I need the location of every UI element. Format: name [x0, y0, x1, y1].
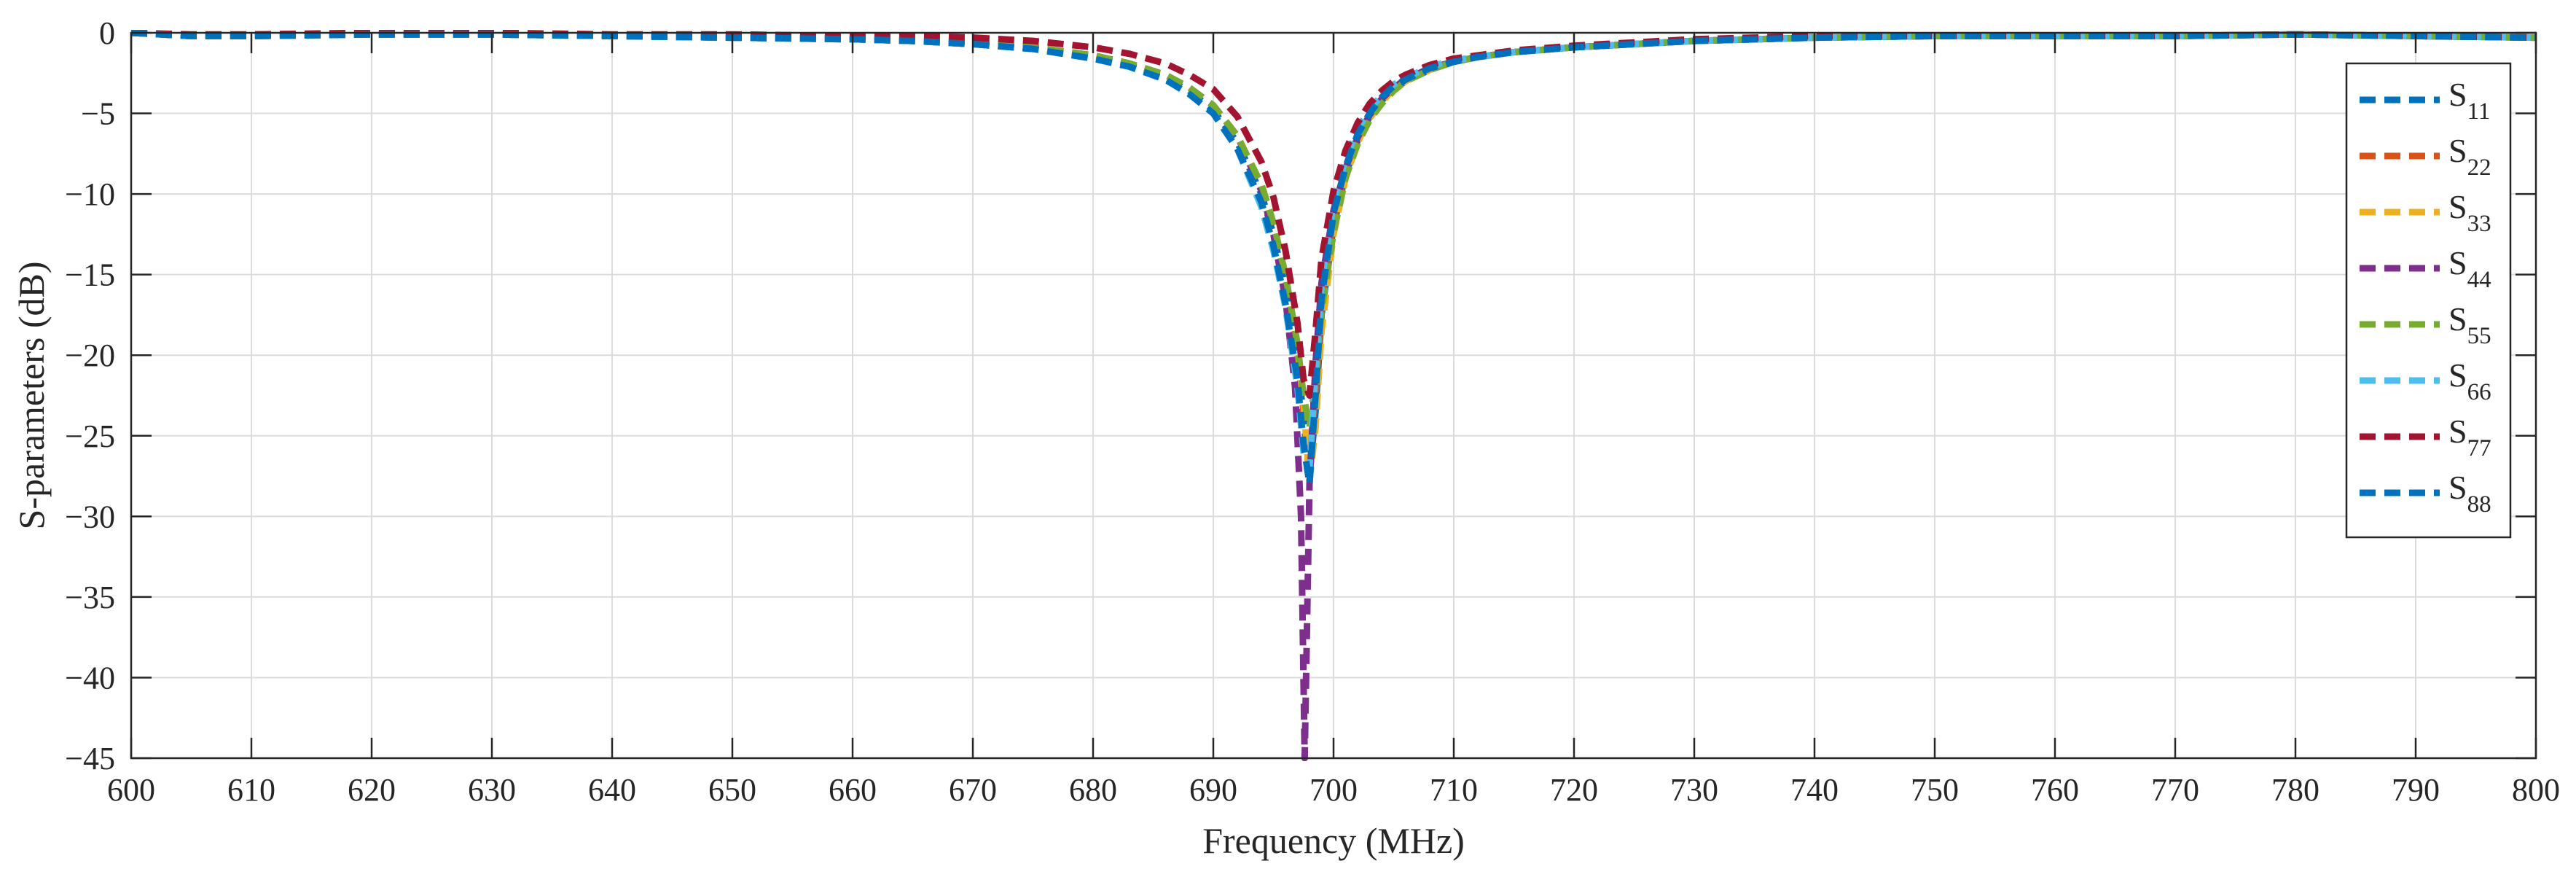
legend-label-letter: S [2448, 300, 2467, 338]
legend-label-s88: S88 [2448, 469, 2491, 518]
y-tick-label: −30 [65, 499, 115, 534]
legend-label-letter: S [2448, 76, 2467, 113]
x-tick-label: 610 [227, 772, 275, 808]
x-tick-label: 740 [1790, 772, 1839, 808]
x-tick-label: 770 [2151, 772, 2199, 808]
x-tick-label: 640 [588, 772, 636, 808]
y-tick-label: −5 [81, 96, 115, 132]
legend-label-letter: S [2448, 469, 2467, 506]
x-tick-label: 700 [1309, 772, 1358, 808]
x-tick-label: 730 [1670, 772, 1718, 808]
legend-label-subscript: 77 [2467, 435, 2491, 461]
legend-label-s77: S77 [2448, 413, 2491, 461]
x-tick-label: 600 [107, 772, 155, 808]
legend-label-s22: S22 [2448, 132, 2491, 181]
series-line-s88 [131, 30, 2536, 488]
y-tick-label: −10 [65, 176, 115, 212]
legend-label-s33: S33 [2448, 188, 2491, 237]
legend-label-subscript: 33 [2467, 211, 2491, 237]
legend-label-subscript: 11 [2467, 98, 2491, 125]
x-tick-label: 800 [2512, 772, 2560, 808]
axis-ticks: 600 610 620 630 640 650 660 670 680 690 700 710 720 7… [65, 15, 2560, 808]
x-tick-label: 760 [2031, 772, 2079, 808]
x-tick-label: 670 [949, 772, 997, 808]
y-tick-label: −35 [65, 580, 115, 615]
y-tick-label: −45 [65, 741, 115, 776]
x-tick-label: 650 [708, 772, 756, 808]
x-tick-label: 690 [1189, 772, 1237, 808]
legend-label-s55: S55 [2448, 300, 2491, 349]
x-axis-title: Frequency (MHz) [1202, 820, 1465, 861]
legend-label-letter: S [2448, 413, 2467, 450]
x-tick-label: 790 [2392, 772, 2440, 808]
legend-label-subscript: 22 [2467, 155, 2491, 181]
y-tick-label: 0 [99, 15, 115, 51]
legend-label-s44: S44 [2448, 244, 2491, 293]
legend-label-letter: S [2448, 188, 2467, 225]
x-tick-label: 710 [1430, 772, 1478, 808]
legend-label-letter: S [2448, 132, 2467, 169]
x-tick-label: 660 [829, 772, 877, 808]
y-tick-label: −15 [65, 257, 115, 293]
grid [130, 32, 2537, 759]
series-lines [131, 30, 2536, 761]
legend-label-subscript: 44 [2467, 267, 2491, 293]
x-tick-label: 630 [468, 772, 516, 808]
x-tick-label: 780 [2271, 772, 2319, 808]
y-tick-label: −25 [65, 418, 115, 454]
x-tick-label: 720 [1550, 772, 1598, 808]
legend-box [2345, 62, 2512, 539]
legend-label-letter: S [2448, 244, 2467, 281]
legend-label-letter: S [2448, 356, 2467, 394]
y-tick-label: −40 [65, 660, 115, 695]
legend-label-s11: S11 [2448, 76, 2490, 125]
y-tick-label: −20 [65, 338, 115, 373]
x-tick-label: 620 [348, 772, 396, 808]
legend-label-s66: S66 [2448, 356, 2491, 405]
y-axis-title: S-parameters (dB) [11, 262, 52, 530]
legend-label-subscript: 55 [2467, 323, 2491, 349]
legend-label-subscript: 88 [2467, 491, 2491, 518]
x-tick-label: 680 [1069, 772, 1117, 808]
legend-label-subscript: 66 [2467, 379, 2491, 405]
x-tick-label: 750 [1911, 772, 1959, 808]
